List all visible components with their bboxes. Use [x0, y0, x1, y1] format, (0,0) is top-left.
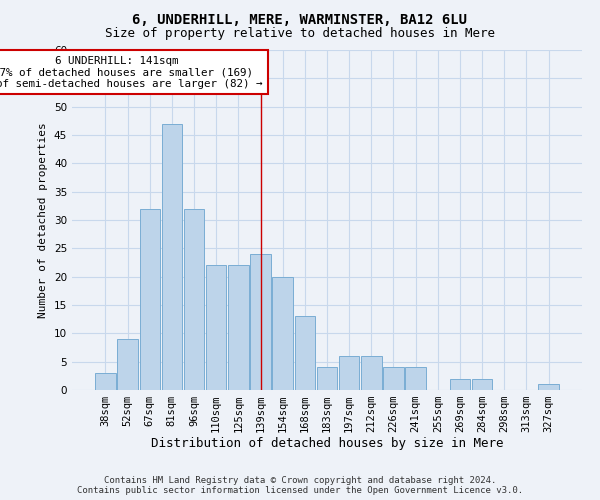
Bar [361, 356, 382, 390]
Text: Contains HM Land Registry data © Crown copyright and database right 2024.
Contai: Contains HM Land Registry data © Crown c… [77, 476, 523, 495]
Bar [206, 266, 226, 390]
Text: Size of property relative to detached houses in Mere: Size of property relative to detached ho… [105, 28, 495, 40]
Bar [538, 384, 559, 390]
Bar [161, 124, 182, 390]
Bar [272, 276, 293, 390]
X-axis label: Distribution of detached houses by size in Mere: Distribution of detached houses by size … [151, 436, 503, 450]
Text: 6, UNDERHILL, MERE, WARMINSTER, BA12 6LU: 6, UNDERHILL, MERE, WARMINSTER, BA12 6LU [133, 12, 467, 26]
Bar [118, 339, 138, 390]
Bar [184, 208, 204, 390]
Bar [450, 378, 470, 390]
Bar [140, 208, 160, 390]
Text: 6 UNDERHILL: 141sqm
← 67% of detached houses are smaller (169)
33% of semi-detac: 6 UNDERHILL: 141sqm ← 67% of detached ho… [0, 56, 263, 89]
Bar [383, 368, 404, 390]
Bar [339, 356, 359, 390]
Y-axis label: Number of detached properties: Number of detached properties [38, 122, 49, 318]
Bar [472, 378, 493, 390]
Bar [250, 254, 271, 390]
Bar [406, 368, 426, 390]
Bar [295, 316, 315, 390]
Bar [228, 266, 248, 390]
Bar [95, 373, 116, 390]
Bar [317, 368, 337, 390]
